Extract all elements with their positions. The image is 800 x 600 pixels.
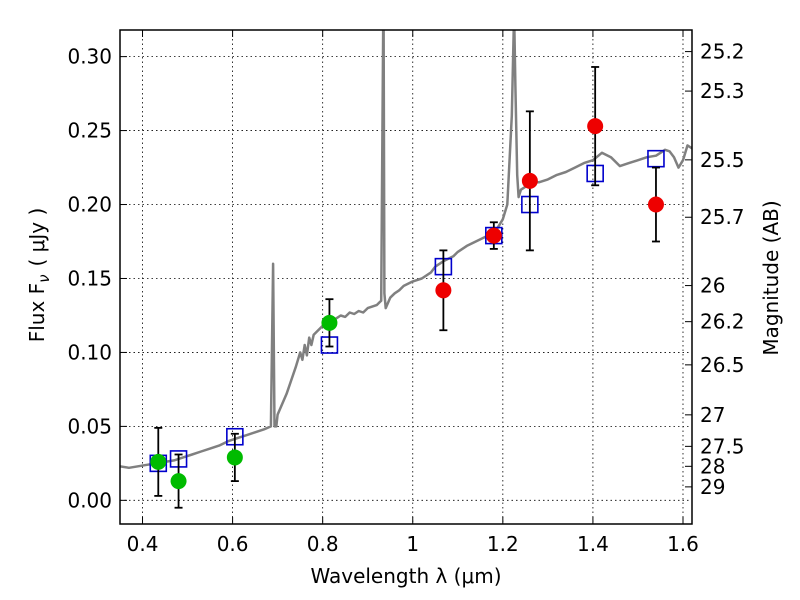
y-tick-label: 0.25 (67, 119, 112, 143)
spectrum-line (120, 30, 692, 470)
observed-point (321, 314, 338, 331)
observed-point (521, 172, 538, 189)
x-tick-label: 0.8 (307, 532, 339, 556)
spectrum-layer (120, 30, 692, 470)
ticks: 0.4 0.6 0.8 1 1.2 1.4 1.6 0.00 0.05 0.10 0.15 0.20 0… (67, 30, 745, 556)
x-tick-label: 1.2 (487, 532, 519, 556)
x-axis-label: Wavelength λ (μm) (310, 564, 501, 588)
observed-point (226, 449, 243, 466)
y-tick-label: 0.30 (67, 45, 112, 69)
y-tick-label: 0.10 (67, 340, 112, 364)
right-tick-label: 25.7 (700, 205, 745, 229)
marker-layer (149, 66, 665, 509)
x-tick-label: 1 (406, 532, 419, 556)
y-axis-label-subscript: ν (35, 274, 53, 282)
x-tick-label: 1.4 (577, 532, 609, 556)
right-tick-label: 26 (700, 274, 725, 298)
observed-point (647, 196, 664, 213)
right-tick-label: 25.5 (700, 148, 745, 172)
observed-point (170, 473, 187, 490)
y-axis-label: Flux Fν ( μJy ) (25, 208, 53, 343)
right-tick-label: 26.5 (700, 353, 745, 377)
observed-point (485, 227, 502, 244)
y-tick-label: 0.00 (67, 488, 112, 512)
x-tick-label: 0.6 (217, 532, 249, 556)
y-tick-label: 0.05 (67, 414, 112, 438)
right-tick-label: 27.5 (700, 434, 745, 458)
plot-frame (119, 29, 693, 525)
observed-point (150, 453, 167, 470)
y-axis-label-unit: ( μJy ) (25, 208, 49, 267)
right-tick-label: 29 (700, 475, 725, 499)
observed-point (587, 118, 604, 135)
right-tick-label: 25.3 (700, 79, 745, 103)
y-axis-label-main: Flux F (25, 283, 49, 342)
right-tick-label: 28 (700, 454, 725, 478)
grid (120, 30, 692, 524)
y-tick-label: 0.20 (67, 193, 112, 217)
x-tick-label: 1.6 (667, 532, 699, 556)
right-axis-label: Magnitude (AB) (759, 200, 783, 355)
y-tick-label: 0.15 (67, 266, 112, 290)
observed-point (435, 282, 452, 299)
x-tick-label: 0.4 (127, 532, 159, 556)
right-tick-label: 27 (700, 403, 725, 427)
right-tick-label: 26.2 (700, 310, 745, 334)
right-tick-label: 25.2 (700, 40, 745, 64)
